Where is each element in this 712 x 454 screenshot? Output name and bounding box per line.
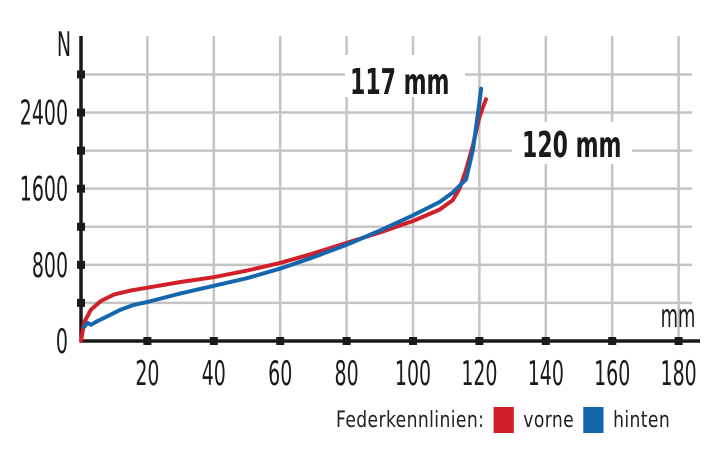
series [79,86,488,343]
annotation-117mm: 117 mm [350,61,449,103]
y-unit-label: N [57,25,71,65]
tick-labels: 0 800 1600 2400 20 40 60 80 100 120 140 160 180 Nmm [20,25,697,394]
x-tick-label: 80 [335,354,359,394]
y-tick-label: 0 [56,322,68,362]
y-tick-label: 1600 [20,169,68,209]
legend-label-front: vorne [523,407,575,433]
x-tick-label: 180 [661,354,697,394]
legend-title: Federkennlinien: [336,407,485,433]
y-tick-label: 800 [32,246,68,286]
x-unit-label: mm [661,298,696,335]
series-rear-line [82,86,484,329]
x-tick-label: 20 [135,354,159,394]
legend-swatch-front [493,407,514,433]
x-tick-label: 120 [461,354,497,394]
axes [77,36,700,345]
legend-label-rear: hinten [613,407,671,433]
x-tick-label: 100 [395,354,431,394]
annotations: 117 mm 120 mm [350,61,621,166]
grid [81,36,692,341]
x-tick-label: 40 [202,354,226,394]
x-tick-label: 160 [594,354,630,394]
legend: Federkennlinien: vorne hinten [336,404,670,436]
x-tick-label: 60 [268,354,292,394]
legend-swatch-rear [583,407,604,433]
annotation-120mm: 120 mm [522,124,621,166]
x-tick-label: 140 [528,354,564,394]
y-tick-label: 2400 [20,93,68,133]
